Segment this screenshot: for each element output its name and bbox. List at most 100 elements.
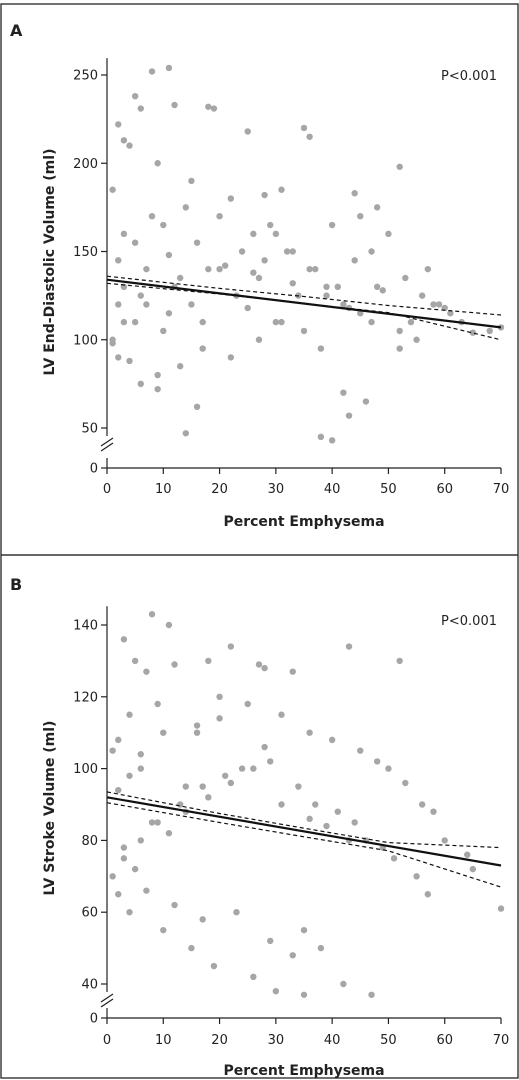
scatter-point-b <box>120 636 128 643</box>
y-tick-label-b: 140 <box>73 619 98 634</box>
scatter-point-b <box>205 657 212 665</box>
y-tick-label-b: 100 <box>73 762 98 777</box>
scatter-point-a <box>357 213 364 220</box>
scatter-point-b <box>210 962 218 970</box>
scatter-point-a <box>120 230 128 238</box>
scatter-point-a <box>143 301 150 308</box>
scatter-point-b <box>441 837 448 844</box>
scatter-point-b <box>396 657 403 665</box>
x-tick-label-a: 10 <box>155 482 172 497</box>
y-tick-label-a: 100 <box>73 333 98 348</box>
scatter-point-a <box>486 327 493 335</box>
y-tick-label-b: 60 <box>81 906 98 921</box>
scatter-point-b <box>115 786 122 794</box>
scatter-point-b <box>306 815 313 823</box>
axes-b: 0 10 20 30 40 50 60 70 0 40 60 80 100 120 140 <box>73 606 509 1048</box>
x-tick-label-b: 30 <box>268 1033 285 1048</box>
scatter-point-b <box>250 765 257 772</box>
scatter-point-a <box>430 301 437 308</box>
scatter-point-b <box>300 926 308 934</box>
scatter-point-a <box>227 195 235 202</box>
axes-a: 0 10 20 30 40 50 60 70 0 50 100 150 200 250 <box>73 58 509 497</box>
scatter-point-a <box>199 345 206 352</box>
scatter-point-b <box>154 700 161 708</box>
scatter-point-b <box>278 711 285 718</box>
y-tick-label-a: 150 <box>73 245 98 260</box>
scatter-point-b <box>373 758 381 765</box>
scatter-point-b <box>390 855 398 862</box>
scatter-point-b <box>148 819 156 826</box>
scatter-point-a <box>272 318 280 326</box>
y-axis-label-a: LV End-Diastolic Volume (ml) <box>42 149 58 376</box>
scatter-point-b <box>267 758 274 765</box>
scatter-point-b <box>385 765 392 772</box>
scatter-point-a <box>385 230 392 238</box>
scatter-point-a <box>131 239 139 246</box>
ci-upper-line-b <box>106 791 502 849</box>
scatter-point-b <box>115 736 122 744</box>
axis-break-mark-b <box>100 998 114 1008</box>
scatter-point-b <box>171 661 178 668</box>
panel-letter-b: B <box>10 575 22 594</box>
scatter-point-b <box>351 819 358 826</box>
scatter-point-a <box>306 133 313 140</box>
scatter-point-b <box>340 980 347 988</box>
scatter-point-a <box>109 186 116 193</box>
scatter-point-b <box>165 621 173 629</box>
axis-break-mark-a <box>100 437 114 447</box>
scatter-point-a <box>120 318 128 326</box>
scatter-point-a <box>154 371 161 379</box>
regression-lines-a <box>106 275 502 341</box>
scatter-point-a <box>278 186 285 193</box>
scatter-point-a <box>424 265 432 273</box>
scatter-point-a <box>131 92 139 100</box>
scatter-point-a <box>131 318 139 326</box>
scatter-point-b <box>328 736 336 744</box>
scatter-point-a <box>165 310 173 317</box>
scatter-point-a <box>278 318 285 326</box>
scatter-point-b <box>199 783 206 790</box>
scatter-point-a <box>222 262 229 269</box>
ci-upper-line-a <box>106 275 502 316</box>
scatter-point-b <box>402 779 409 787</box>
scatter-point-a <box>328 437 336 444</box>
scatter-point-a <box>137 292 144 299</box>
scatter-point-a <box>199 318 206 326</box>
regression-line-a <box>106 278 502 329</box>
scatter-point-a <box>334 283 341 290</box>
y-tick-label-b: 40 <box>81 978 98 993</box>
scatter-point-b <box>250 973 257 981</box>
scatter-point-b <box>193 729 201 736</box>
scatter-point-a <box>396 163 403 170</box>
scatter-point-a <box>210 105 218 112</box>
y-axis-label-b: LV Stroke Volume (ml) <box>42 721 58 896</box>
scatter-point-b <box>205 794 212 801</box>
scatter-point-b <box>115 891 122 898</box>
scatter-point-a <box>193 239 201 246</box>
scatter-point-b <box>109 747 116 754</box>
figure-frame <box>0 3 519 1079</box>
scatter-point-a <box>176 274 184 282</box>
scatter-point-b <box>267 937 274 945</box>
scatter-point-a <box>289 280 296 287</box>
scatter-point-a <box>362 398 370 405</box>
scatter-point-b <box>323 822 330 830</box>
scatter-point-a <box>244 128 251 135</box>
scatter-point-a <box>255 274 263 282</box>
scatter-point-a <box>188 177 195 185</box>
scatter-point-b <box>255 661 263 668</box>
x-tick-label-a: 60 <box>436 482 453 497</box>
scatter-point-a <box>396 327 403 335</box>
scatter-point-b <box>469 865 477 873</box>
scatter-point-a <box>115 301 122 308</box>
x-axis-label-b: Percent Emphysema <box>223 1063 384 1079</box>
scatter-point-a <box>165 64 173 72</box>
x-tick-label-a: 40 <box>324 482 341 497</box>
scatter-point-a <box>193 403 201 411</box>
scatter-point-b <box>143 887 150 894</box>
scatter-point-a <box>368 248 375 255</box>
x-tick-label-a: 0 <box>103 482 111 497</box>
scatter-point-b <box>182 783 189 790</box>
scatter-point-b <box>424 891 432 898</box>
